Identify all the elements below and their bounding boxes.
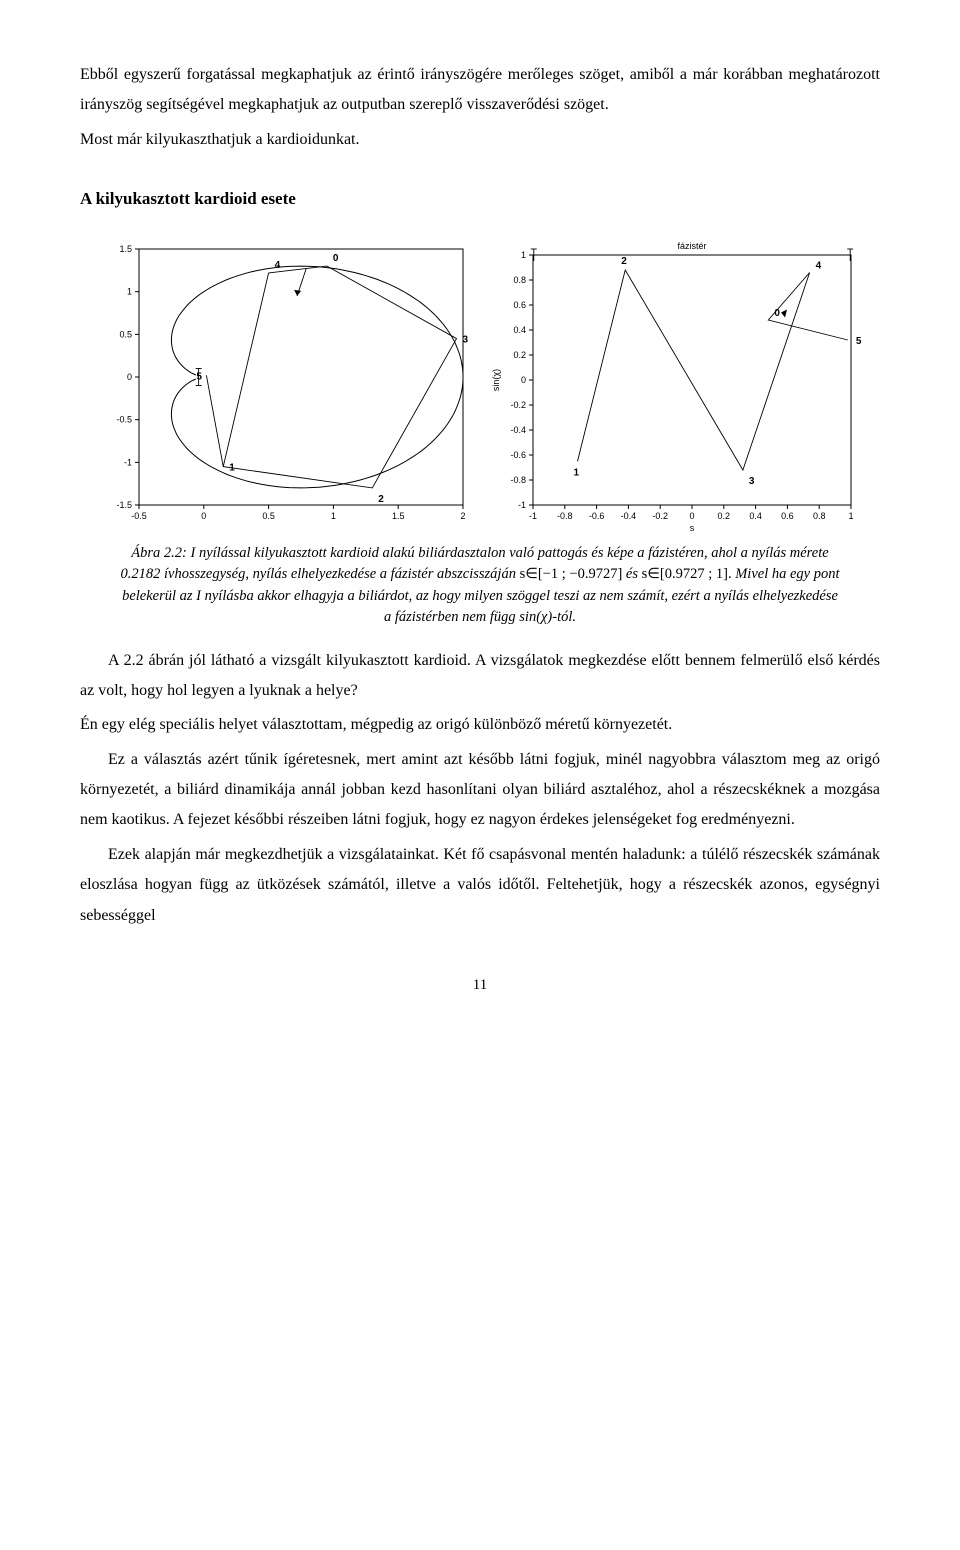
svg-text:5: 5 [856, 336, 862, 347]
svg-text:-1.5: -1.5 [116, 500, 132, 510]
caption-math-1a: s∈[−1 ; −0.9727] [520, 566, 623, 582]
svg-text:0: 0 [689, 511, 694, 521]
svg-text:0.2: 0.2 [513, 350, 526, 360]
svg-text:-1: -1 [529, 511, 537, 521]
figure-row: -0.5 0 0.5 1 1.5 2 -1.5 -1 -0.5 0 0.5 1 1.5 0 1 2 3 4 5 fá… [80, 235, 880, 535]
svg-text:0.5: 0.5 [262, 511, 275, 521]
svg-text:0: 0 [201, 511, 206, 521]
svg-text:-1: -1 [518, 500, 526, 510]
svg-text:0.6: 0.6 [781, 511, 794, 521]
paragraph-3: A 2.2 ábrán jól látható a vizsgált kilyu… [80, 646, 880, 707]
svg-text:1: 1 [127, 287, 132, 297]
svg-text:-0.8: -0.8 [557, 511, 573, 521]
paragraph-1: Ebből egyszerű forgatással megkaphatjuk … [80, 60, 880, 121]
svg-text:2: 2 [460, 511, 465, 521]
svg-text:0.8: 0.8 [513, 275, 526, 285]
figure-caption: Ábra 2.2: I nyílással kilyukasztott kard… [120, 543, 840, 627]
svg-text:0: 0 [333, 254, 339, 265]
caption-and: és [622, 566, 641, 582]
paragraph-5: Ez a választás azért tűnik ígéretesnek, … [80, 745, 880, 836]
svg-text:0: 0 [774, 308, 780, 319]
svg-text:1: 1 [229, 463, 235, 474]
svg-text:-0.8: -0.8 [510, 475, 526, 485]
svg-text:-0.2: -0.2 [652, 511, 668, 521]
caption-math-1b: s∈[0.9727 ; 1]. [642, 566, 732, 582]
svg-text:s: s [690, 523, 695, 533]
svg-text:1: 1 [848, 511, 853, 521]
svg-text:3: 3 [463, 335, 469, 346]
svg-text:1.5: 1.5 [392, 511, 405, 521]
svg-text:sin(χ): sin(χ) [491, 369, 501, 391]
svg-text:4: 4 [816, 261, 822, 272]
svg-text:0: 0 [521, 375, 526, 385]
svg-text:3: 3 [749, 476, 755, 487]
svg-text:5: 5 [196, 372, 202, 383]
svg-text:1: 1 [331, 511, 336, 521]
svg-text:-0.5: -0.5 [116, 415, 132, 425]
paragraph-2: Most már kilyukaszthatjuk a kardioidunka… [80, 125, 880, 155]
section-heading: A kilyukasztott kardioid esete [80, 183, 880, 215]
svg-text:0.5: 0.5 [119, 330, 132, 340]
svg-text:2: 2 [621, 256, 627, 267]
svg-text:0.2: 0.2 [718, 511, 731, 521]
svg-text:-0.4: -0.4 [510, 425, 526, 435]
svg-text:1.5: 1.5 [119, 244, 132, 254]
svg-text:1: 1 [521, 250, 526, 260]
svg-text:2: 2 [378, 494, 384, 505]
svg-text:4: 4 [275, 260, 281, 271]
right-chart-phasespace: fázistér -1 -0.8 -0.6 -0.4 -0.2 0 0.2 0.4 0.6 0.8 1… [485, 235, 865, 535]
page-number: 11 [80, 971, 880, 1000]
svg-text:-0.5: -0.5 [131, 511, 147, 521]
paragraph-4: Én egy elég speciális helyet választotta… [80, 710, 880, 740]
svg-text:-0.4: -0.4 [621, 511, 637, 521]
svg-text:0.6: 0.6 [513, 300, 526, 310]
svg-text:fázistér: fázistér [677, 241, 706, 251]
paragraph-6: Ezek alapján már megkezdhetjük a vizsgál… [80, 840, 880, 931]
svg-text:-0.6: -0.6 [510, 450, 526, 460]
svg-text:-0.6: -0.6 [589, 511, 605, 521]
svg-text:-1: -1 [124, 458, 132, 468]
svg-text:0.8: 0.8 [813, 511, 826, 521]
svg-text:0: 0 [127, 372, 132, 382]
svg-text:1: 1 [574, 468, 580, 479]
svg-text:-0.2: -0.2 [510, 400, 526, 410]
left-chart-cardioid: -0.5 0 0.5 1 1.5 2 -1.5 -1 -0.5 0 0.5 1 1.5 0 1 2 3 4 5 [95, 235, 475, 535]
svg-text:0.4: 0.4 [749, 511, 762, 521]
svg-text:0.4: 0.4 [513, 325, 526, 335]
